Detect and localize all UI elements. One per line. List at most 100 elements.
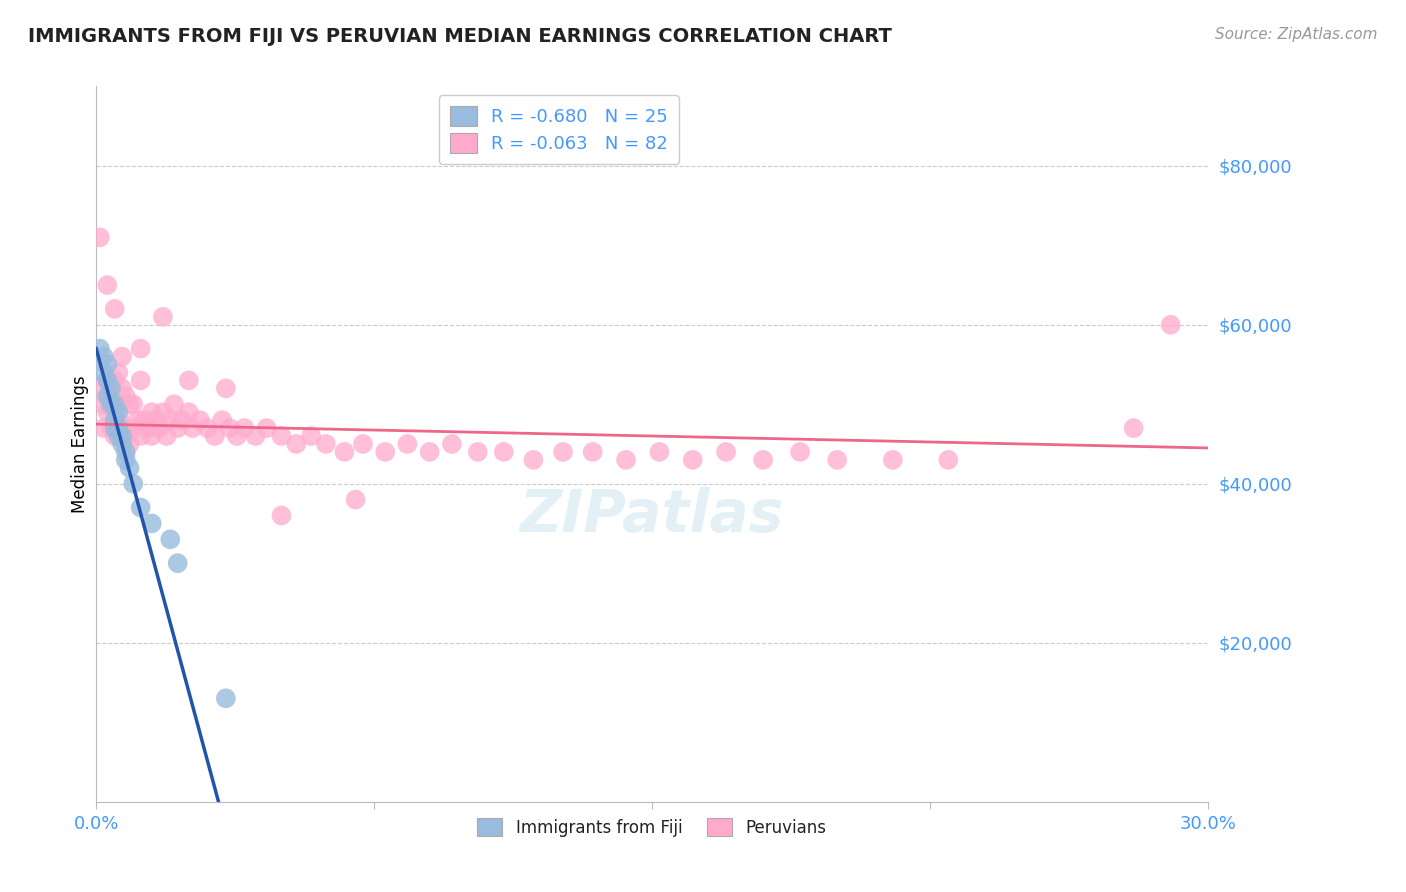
Point — [134, 413, 156, 427]
Point — [122, 476, 145, 491]
Point — [104, 397, 127, 411]
Point — [129, 429, 152, 443]
Point — [882, 453, 904, 467]
Point — [141, 429, 163, 443]
Point — [118, 437, 141, 451]
Point — [107, 421, 129, 435]
Point — [104, 421, 127, 435]
Point — [100, 421, 122, 435]
Point — [1160, 318, 1182, 332]
Point — [122, 421, 145, 435]
Text: ZIPatlas: ZIPatlas — [520, 487, 785, 544]
Point — [100, 389, 122, 403]
Point — [825, 453, 848, 467]
Point — [188, 413, 211, 427]
Point — [170, 413, 193, 427]
Point — [256, 421, 278, 435]
Point — [177, 405, 200, 419]
Point — [129, 342, 152, 356]
Point — [111, 421, 134, 435]
Point — [111, 429, 134, 443]
Point — [159, 413, 181, 427]
Point — [104, 413, 127, 427]
Point — [114, 453, 136, 467]
Point — [89, 342, 111, 356]
Point — [270, 508, 292, 523]
Point — [467, 445, 489, 459]
Point — [114, 429, 136, 443]
Point — [166, 556, 188, 570]
Point — [333, 445, 356, 459]
Y-axis label: Median Earnings: Median Earnings — [72, 376, 89, 513]
Point — [396, 437, 419, 451]
Point — [96, 358, 118, 372]
Point — [111, 381, 134, 395]
Point — [752, 453, 775, 467]
Point — [141, 516, 163, 531]
Point — [374, 445, 396, 459]
Point — [93, 366, 115, 380]
Point — [648, 445, 671, 459]
Point — [582, 445, 605, 459]
Point — [136, 421, 159, 435]
Point — [789, 445, 811, 459]
Point — [551, 445, 574, 459]
Point — [938, 453, 960, 467]
Point — [100, 381, 122, 395]
Point — [152, 405, 174, 419]
Point — [152, 310, 174, 324]
Point — [1122, 421, 1144, 435]
Point — [96, 373, 118, 387]
Legend: Immigrants from Fiji, Peruvians: Immigrants from Fiji, Peruvians — [471, 812, 834, 843]
Point — [89, 230, 111, 244]
Point — [118, 460, 141, 475]
Point — [211, 413, 233, 427]
Text: IMMIGRANTS FROM FIJI VS PERUVIAN MEDIAN EARNINGS CORRELATION CHART: IMMIGRANTS FROM FIJI VS PERUVIAN MEDIAN … — [28, 27, 891, 45]
Point — [96, 373, 118, 387]
Point — [145, 413, 167, 427]
Text: Source: ZipAtlas.com: Source: ZipAtlas.com — [1215, 27, 1378, 42]
Point — [104, 301, 127, 316]
Point — [104, 373, 127, 387]
Point — [159, 533, 181, 547]
Point — [215, 381, 238, 395]
Point — [114, 389, 136, 403]
Point — [299, 429, 322, 443]
Point — [93, 397, 115, 411]
Point — [107, 366, 129, 380]
Point — [181, 421, 204, 435]
Point — [344, 492, 367, 507]
Point — [166, 421, 188, 435]
Point — [155, 429, 177, 443]
Point — [177, 373, 200, 387]
Point — [285, 437, 308, 451]
Point — [129, 500, 152, 515]
Point — [96, 278, 118, 293]
Point — [204, 429, 226, 443]
Point — [89, 381, 111, 395]
Point — [96, 405, 118, 419]
Point — [215, 691, 238, 706]
Point — [233, 421, 256, 435]
Point — [114, 445, 136, 459]
Point — [93, 350, 115, 364]
Point — [714, 445, 737, 459]
Point — [315, 437, 337, 451]
Point — [104, 429, 127, 443]
Point — [129, 373, 152, 387]
Point — [614, 453, 637, 467]
Point — [682, 453, 704, 467]
Point — [522, 453, 544, 467]
Point — [141, 405, 163, 419]
Point — [245, 429, 267, 443]
Point — [96, 389, 118, 403]
Point — [100, 397, 122, 411]
Point — [93, 421, 115, 435]
Point — [419, 445, 441, 459]
Point — [104, 405, 127, 419]
Point — [125, 413, 148, 427]
Point — [440, 437, 463, 451]
Point — [118, 397, 141, 411]
Point — [107, 429, 129, 443]
Point — [226, 429, 249, 443]
